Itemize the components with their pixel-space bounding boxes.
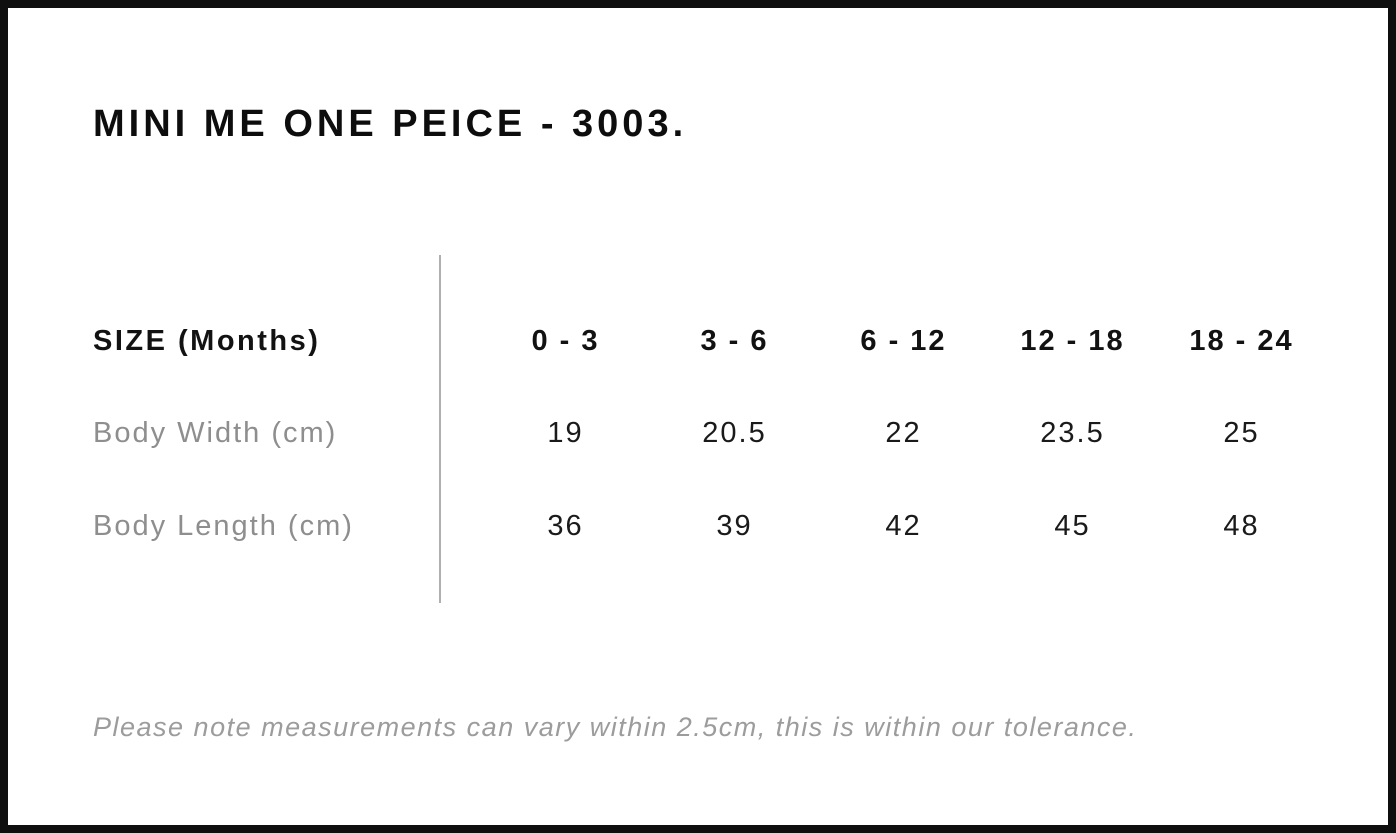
- body-length-row: Body Length (cm) 36 39 42 45 48: [93, 503, 1326, 549]
- size-column-header: 3 - 6: [700, 324, 769, 357]
- size-column-header: 6 - 12: [860, 324, 947, 357]
- size-column-header: 18 - 24: [1189, 324, 1294, 357]
- size-header-label: SIZE (Months): [93, 324, 321, 357]
- size-column-header: 0 - 3: [531, 324, 600, 357]
- body-length-value: 45: [1054, 509, 1091, 542]
- body-length-value: 36: [547, 509, 584, 542]
- body-width-value: 20.5: [702, 416, 767, 449]
- vertical-divider: [439, 255, 441, 603]
- size-header-row: SIZE (Months) 0 - 3 3 - 6 6 - 12 12 - 18…: [93, 318, 1326, 364]
- body-width-value: 19: [547, 416, 584, 449]
- body-width-value: 23.5: [1040, 416, 1105, 449]
- body-width-row: Body Width (cm) 19 20.5 22 23.5 25: [93, 410, 1326, 456]
- body-width-value: 25: [1223, 416, 1260, 449]
- body-length-value: 39: [716, 509, 753, 542]
- body-length-value: 42: [885, 509, 922, 542]
- tolerance-note: Please note measurements can vary within…: [93, 712, 1138, 742]
- body-length-label: Body Length (cm): [93, 509, 354, 542]
- body-width-label: Body Width (cm): [93, 416, 338, 449]
- body-length-value: 48: [1223, 509, 1260, 542]
- page-title: MINI ME ONE PEICE - 3003.: [93, 103, 688, 145]
- body-width-value: 22: [885, 416, 922, 449]
- size-column-header: 12 - 18: [1020, 324, 1125, 357]
